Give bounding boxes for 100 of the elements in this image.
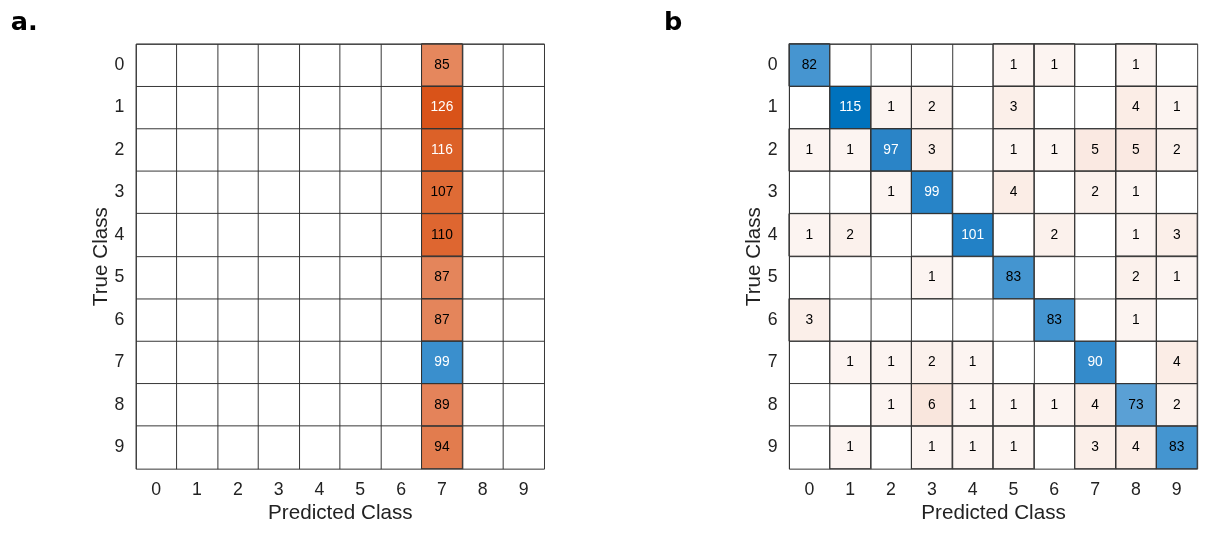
data-label: 73	[1128, 396, 1144, 412]
data-label: 4	[1009, 184, 1018, 200]
x-tick-label: 7	[437, 478, 447, 499]
data-label: 1	[1050, 56, 1059, 72]
data-label: 2	[927, 354, 936, 370]
data-label: 90	[1087, 354, 1104, 370]
data-label: 1	[887, 354, 895, 370]
data-label: 110	[430, 226, 454, 242]
data-label: 3	[1009, 99, 1018, 115]
data-label: 89	[434, 396, 450, 412]
data-label: 1	[1132, 56, 1140, 72]
x-tick-label: 9	[1171, 478, 1182, 499]
data-label: 1	[887, 396, 895, 412]
y-axis-title: True Class	[740, 207, 764, 307]
y-tick-label: 7	[767, 351, 778, 372]
x-tick-label: 1	[845, 478, 856, 499]
data-label: 1	[1050, 396, 1059, 412]
y-tick-label: 5	[114, 266, 125, 287]
x-axis-title: Predicted Class	[921, 500, 1066, 524]
data-label: 1	[805, 226, 814, 242]
data-label: 1	[1132, 184, 1140, 200]
y-tick-label: 4	[767, 223, 778, 244]
x-tick-label: 2	[232, 478, 243, 499]
data-label: 5	[1132, 141, 1141, 157]
y-tick-label: 4	[114, 223, 125, 244]
data-label: 2	[846, 226, 854, 242]
data-label: 1	[846, 439, 854, 455]
data-label: 1	[805, 141, 814, 157]
data-label: 85	[434, 56, 450, 72]
x-tick-label: 1	[192, 478, 202, 499]
data-label: 3	[805, 311, 814, 327]
data-label: 3	[1172, 226, 1181, 242]
y-tick-label: 6	[767, 308, 778, 329]
data-label: 97	[883, 141, 899, 157]
data-label: 1	[1009, 396, 1018, 412]
data-label: 1	[1172, 99, 1181, 115]
data-label: 1	[1009, 56, 1018, 72]
x-tick-label: 4	[314, 478, 325, 499]
data-label: 1	[1009, 141, 1018, 157]
data-label: 5	[1091, 141, 1100, 157]
data-label: 107	[430, 184, 454, 200]
y-tick-label: 1	[114, 96, 125, 117]
data-label: 83	[1046, 311, 1063, 327]
data-label: 1	[968, 439, 977, 455]
x-tick-label: 0	[151, 478, 162, 499]
data-label: 101	[961, 226, 985, 242]
y-axis-title: True Class	[87, 207, 111, 307]
y-tick-label: 1	[767, 96, 778, 117]
data-label: 1	[887, 99, 895, 115]
x-tick-label: 3	[273, 478, 284, 499]
data-label: 116	[430, 141, 454, 157]
data-label: 83	[1169, 439, 1185, 455]
x-tick-label: 2	[886, 478, 896, 499]
x-tick-label: 8	[477, 478, 488, 499]
chart-title: a.	[10, 6, 38, 37]
data-label: 1	[1172, 269, 1181, 285]
data-label: 4	[1132, 99, 1141, 115]
x-tick-label: 5	[355, 478, 366, 499]
data-label: 4	[1172, 354, 1181, 370]
data-label: 1	[1050, 141, 1059, 157]
data-label: 126	[430, 99, 454, 115]
y-tick-label: 8	[767, 393, 778, 414]
x-tick-label: 6	[396, 478, 407, 499]
y-tick-label: 9	[114, 436, 125, 457]
data-label: 2	[1050, 226, 1059, 242]
data-label: 99	[434, 354, 450, 370]
data-label: 4	[1091, 396, 1100, 412]
data-label: 1	[846, 354, 854, 370]
data-label: 2	[1132, 269, 1140, 285]
x-tick-label: 7	[1090, 478, 1101, 499]
data-label: 1	[968, 354, 977, 370]
data-label: 2	[927, 99, 936, 115]
data-label: 94	[434, 439, 450, 455]
y-tick-label: 9	[767, 436, 778, 457]
data-label: 2	[1172, 141, 1181, 157]
data-label: 87	[434, 269, 450, 285]
x-tick-label: 5	[1008, 478, 1019, 499]
data-label: 1	[846, 141, 854, 157]
y-tick-label: 0	[114, 53, 125, 74]
data-label: 2	[1172, 396, 1181, 412]
y-tick-label: 6	[114, 308, 125, 329]
x-tick-label: 6	[1049, 478, 1060, 499]
y-tick-label: 7	[114, 351, 125, 372]
data-label: 3	[927, 141, 936, 157]
data-label: 99	[924, 184, 940, 200]
y-tick-label: 2	[767, 138, 778, 159]
y-tick-label: 3	[767, 181, 778, 202]
x-tick-label: 4	[967, 478, 978, 499]
data-label: 1	[887, 184, 895, 200]
x-tick-label: 8	[1131, 478, 1142, 499]
x-tick-label: 0	[804, 478, 815, 499]
x-axis-title: Predicted Class	[268, 500, 413, 524]
y-tick-label: 5	[767, 266, 778, 287]
y-tick-label: 3	[114, 181, 125, 202]
data-label: 87	[434, 311, 450, 327]
data-label: 1	[927, 439, 936, 455]
x-tick-label: 3	[926, 478, 937, 499]
data-label: 6	[927, 396, 936, 412]
y-tick-label: 8	[114, 393, 125, 414]
data-label: 1	[1132, 311, 1140, 327]
